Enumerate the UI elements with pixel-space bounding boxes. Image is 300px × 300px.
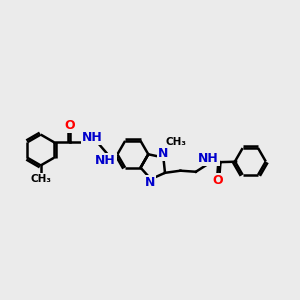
Text: N: N [158, 147, 169, 160]
Text: NH: NH [198, 152, 219, 165]
Text: CH₃: CH₃ [30, 174, 51, 184]
Text: O: O [212, 174, 223, 187]
Text: NH: NH [82, 131, 103, 144]
Text: CH₃: CH₃ [165, 137, 186, 147]
Text: N: N [145, 176, 155, 190]
Text: NH: NH [95, 154, 116, 167]
Text: O: O [65, 119, 76, 132]
